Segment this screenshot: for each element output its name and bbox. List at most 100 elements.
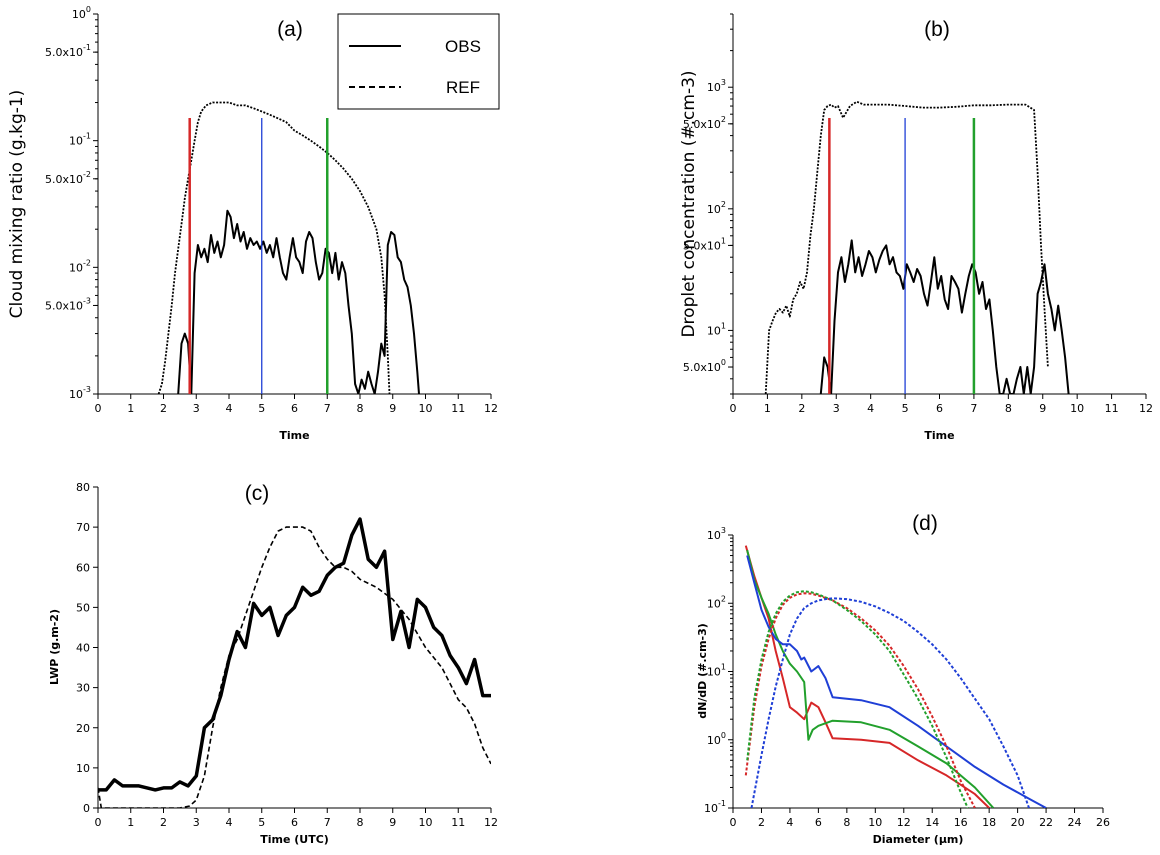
series-line-blue-solid	[746, 555, 1047, 808]
series-line-red-solid	[744, 545, 990, 808]
x-tick-label: 9	[1039, 402, 1046, 415]
x-tick-label: 10	[419, 816, 433, 829]
y-tick-label: 5.0x102	[683, 115, 726, 131]
x-tick-label: 10	[1070, 402, 1084, 415]
plot-area	[157, 101, 420, 394]
x-tick-label: 11	[451, 816, 465, 829]
chart-panel-d: 0 2 4 6 8 10 12 14 16 18 20 22 24 2610310210110010-1D…	[696, 512, 1110, 846]
x-tick-label: 4	[867, 402, 874, 415]
x-tick-label: 22	[1039, 816, 1053, 829]
x-tick-label: 7	[970, 402, 977, 415]
x-tick-label: 7	[324, 816, 331, 829]
y-tick-label: 80	[76, 481, 90, 494]
x-axis-label: Time (UTC)	[260, 833, 329, 846]
x-tick-label: 11	[1105, 402, 1119, 415]
x-tick-label: 6	[291, 816, 298, 829]
series-line-ref	[764, 100, 1049, 394]
x-tick-label: 2	[160, 816, 167, 829]
x-tick-label: 2	[160, 402, 167, 415]
x-tick-label: 26	[1096, 816, 1110, 829]
x-tick-label: 5	[258, 816, 265, 829]
x-tick-label: 10	[419, 402, 433, 415]
series-line-green-dashed	[746, 590, 969, 808]
x-tick-label: 6	[815, 816, 822, 829]
x-tick-label: 4	[226, 816, 233, 829]
series-line-ref	[98, 526, 491, 808]
x-tick-label: 6	[291, 402, 298, 415]
x-tick-label: 4	[226, 402, 233, 415]
x-tick-label: 20	[1011, 816, 1025, 829]
x-tick-label: 3	[833, 402, 840, 415]
y-tick-label: 100	[707, 731, 726, 747]
y-tick-label: 50	[76, 601, 90, 614]
plot-area	[98, 517, 491, 808]
x-tick-label: 12	[897, 816, 911, 829]
x-tick-label: 12	[484, 402, 498, 415]
x-tick-label: 0	[730, 402, 737, 415]
y-tick-label: 70	[76, 521, 90, 534]
y-tick-label: 60	[76, 561, 90, 574]
x-tick-label: 10	[868, 816, 882, 829]
series-line-ref	[157, 101, 391, 394]
x-tick-label: 0	[95, 816, 102, 829]
legend-box	[337, 13, 500, 110]
y-tick-label: 101	[707, 321, 726, 337]
y-tick-label: 5.0x101	[683, 236, 726, 252]
x-tick-label: 16	[954, 816, 968, 829]
x-axis-label: Time	[279, 429, 309, 442]
series-line-obs	[819, 239, 1070, 394]
x-tick-label: 24	[1068, 816, 1082, 829]
x-tick-label: 6	[936, 402, 943, 415]
legend-label: OBS	[445, 37, 481, 56]
x-tick-label: 12	[484, 816, 498, 829]
y-tick-label: 10-3	[69, 385, 91, 401]
x-tick-label: 9	[389, 402, 396, 415]
x-tick-label: 2	[758, 816, 765, 829]
y-tick-label: 100	[72, 5, 91, 21]
x-tick-label: 18	[982, 816, 996, 829]
legend-label: REF	[446, 78, 480, 97]
x-tick-label: 11	[451, 402, 465, 415]
y-tick-label: 103	[707, 78, 726, 94]
x-tick-label: 3	[193, 816, 200, 829]
x-tick-label: 14	[925, 816, 939, 829]
x-tick-label: 9	[389, 816, 396, 829]
plot-area	[744, 545, 1047, 808]
y-tick-label: 5.0x10-1	[45, 43, 91, 59]
y-tick-label: 102	[707, 594, 726, 610]
x-tick-label: 1	[127, 402, 134, 415]
x-tick-label: 12	[1139, 402, 1153, 415]
chart-panel-a: 0 1 2 3 4 5 6 7 8 9 10 11 121005.0x10-110-15.0x10-21…	[7, 5, 500, 442]
series-line-obs	[98, 517, 491, 792]
series-line-obs	[177, 209, 420, 394]
x-tick-label: 8	[1005, 402, 1012, 415]
y-axis-label: LWP (g.m-2)	[48, 609, 61, 685]
x-tick-label: 5	[902, 402, 909, 415]
x-tick-label: 5	[258, 402, 265, 415]
x-tick-label: 2	[798, 402, 805, 415]
x-tick-label: 0	[730, 816, 737, 829]
y-tick-label: 103	[707, 526, 726, 542]
x-tick-label: 8	[357, 402, 364, 415]
y-tick-label: 10-1	[704, 799, 726, 815]
chart-title: (c)	[245, 482, 270, 505]
y-tick-label: 5.0x100	[683, 358, 726, 374]
x-tick-label: 8	[843, 816, 850, 829]
y-tick-label: 101	[707, 663, 726, 679]
x-tick-label: 1	[127, 816, 134, 829]
y-tick-label: 30	[76, 682, 90, 695]
y-axis-label: Cloud mixing ratio (g.kg-1)	[7, 90, 27, 319]
y-tick-label: 10-2	[69, 258, 91, 274]
x-tick-label: 7	[324, 402, 331, 415]
chart-title: (d)	[912, 512, 938, 535]
y-tick-label: 40	[76, 642, 90, 655]
y-tick-label: 20	[76, 722, 90, 735]
chart-title: (a)	[277, 18, 303, 41]
x-tick-label: 4	[786, 816, 793, 829]
y-tick-label: 10	[76, 762, 90, 775]
x-tick-label: 0	[95, 402, 102, 415]
y-axis-label: Droplet concentration (#.cm-3)	[679, 70, 699, 337]
series-line-green-solid	[746, 549, 995, 808]
